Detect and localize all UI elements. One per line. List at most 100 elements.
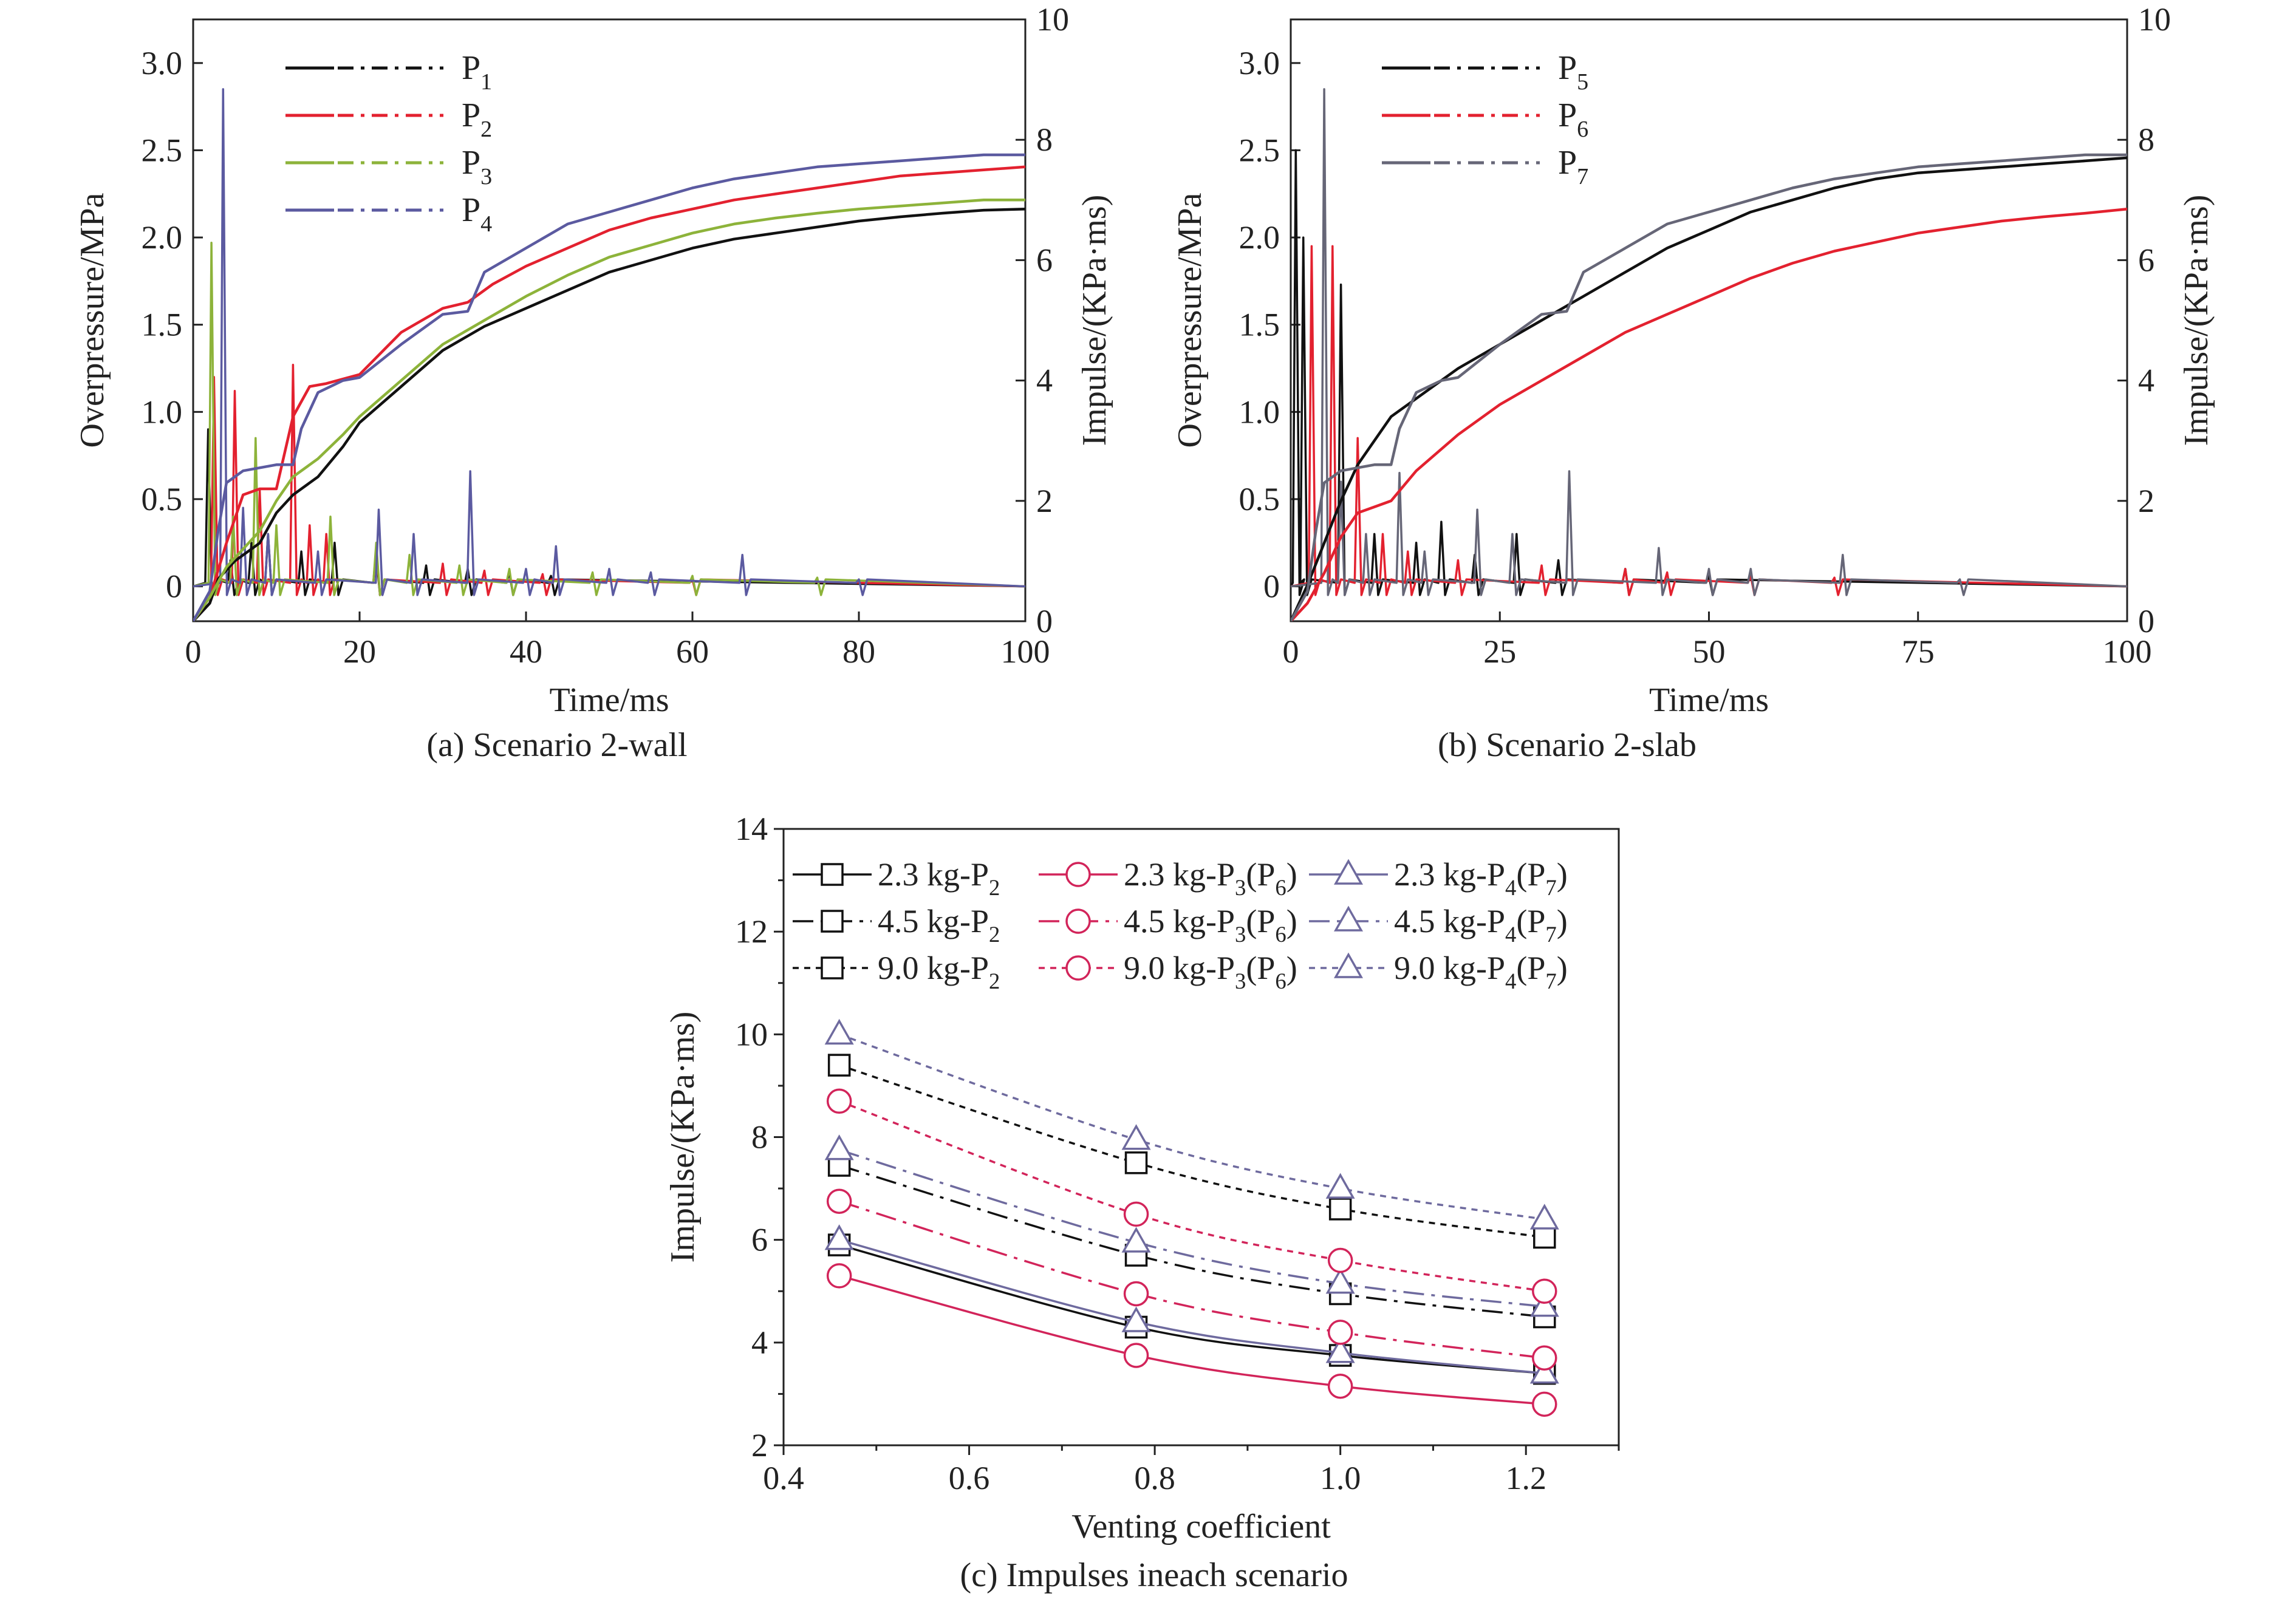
- legend-label-2: 2.3 kg-P4(P7): [1394, 856, 1568, 900]
- x-tick-label-a: 20: [343, 633, 376, 670]
- y2-tick-label-b: 4: [2138, 363, 2154, 399]
- overpressure-line-P7: [1291, 88, 2127, 596]
- y-tick-label-c: 12: [735, 913, 768, 950]
- y2-tick-label-a: 8: [1036, 121, 1053, 158]
- series-marker-5: [1121, 1227, 1151, 1253]
- y-axis-label-b: Overpressure/MPa: [1171, 193, 1209, 448]
- impulse-line-P2: [193, 165, 1025, 621]
- series-marker-5: [1325, 1268, 1355, 1294]
- y-tick-label-b: 2.5: [1239, 132, 1280, 168]
- y-axis-label-a: Overpressure/MPa: [73, 193, 111, 448]
- impulse-line-P1: [193, 207, 1025, 621]
- caption-a: (a) Scenario 2-wall: [426, 726, 688, 764]
- series-line-2: [839, 1239, 1545, 1375]
- series-marker-5: [1529, 1291, 1559, 1317]
- series-line-1: [839, 1275, 1545, 1406]
- series-marker-7: [826, 1088, 852, 1114]
- y-tick-label-c: 8: [751, 1119, 768, 1156]
- y-tick-label-c: 4: [751, 1324, 768, 1361]
- impulse-line-P5: [1291, 156, 2127, 621]
- x-tick-label-a: 0: [185, 633, 202, 670]
- legend-label-5: 4.5 kg-P4(P7): [1394, 903, 1568, 947]
- series-marker-6: [827, 1054, 851, 1077]
- legend-label-P6: P6: [1558, 97, 1588, 142]
- series-line-5: [839, 1148, 1545, 1308]
- y2-tick-label-b: 8: [2138, 121, 2154, 158]
- y2-tick-label-b: 2: [2138, 483, 2154, 519]
- y-tick-label-a: 0: [166, 568, 182, 605]
- x-tick-label-c: 1.2: [1505, 1460, 1546, 1496]
- legend-label-P7: P7: [1558, 144, 1588, 189]
- caption-b: (b) Scenario 2-slab: [1437, 726, 1697, 764]
- y-tick-label-a: 1.0: [142, 394, 183, 430]
- overpressure-line-P3: [193, 241, 1025, 596]
- y-tick-label-c: 6: [751, 1222, 768, 1258]
- legend-label-7: 9.0 kg-P3(P6): [1124, 950, 1297, 993]
- legend-label-P2: P2: [462, 97, 492, 142]
- legend-label-6: 9.0 kg-P2: [878, 950, 1000, 993]
- legend-marker-4: [1065, 908, 1091, 934]
- panel-b: 0 25 50 75 10000.51.01.52.02.53.00246810Time…: [1171, 1, 2215, 719]
- y-tick-label-a: 1.5: [142, 307, 183, 343]
- series-line-4: [839, 1200, 1545, 1359]
- y-tick-label-b: 1.5: [1239, 307, 1280, 343]
- series-marker-1: [826, 1263, 852, 1289]
- y2-axis-label-b: Impulse/(KPa·ms): [2178, 195, 2215, 446]
- series-marker-1: [1327, 1373, 1353, 1399]
- legend-label-P5: P5: [1558, 49, 1588, 95]
- legend-marker-0: [821, 863, 844, 886]
- legend-label-8: 9.0 kg-P4(P7): [1394, 950, 1568, 993]
- x-tick-label-a: 40: [510, 633, 542, 670]
- series-marker-5: [824, 1134, 854, 1160]
- legend-marker-8: [1333, 952, 1364, 978]
- x-tick-label-b: 100: [2103, 633, 2152, 670]
- legend-label-3: 4.5 kg-P2: [878, 903, 1000, 947]
- y2-tick-label-b: 10: [2138, 1, 2171, 38]
- series-marker-4: [1123, 1281, 1149, 1307]
- y-tick-label-a: 2.5: [142, 132, 183, 168]
- y2-tick-label-a: 6: [1036, 242, 1053, 278]
- series-line-3: [839, 1164, 1545, 1318]
- y-tick-label-c: 10: [735, 1016, 768, 1052]
- x-axis-label-b: Time/ms: [1649, 681, 1769, 719]
- series-marker-2: [1529, 1358, 1559, 1384]
- y-tick-label-c: 2: [751, 1427, 768, 1464]
- legend-label-P3: P3: [462, 144, 492, 189]
- impulse-line-P3: [193, 199, 1025, 621]
- x-tick-label-c: 0.8: [1134, 1460, 1175, 1496]
- x-tick-label-c: 1.0: [1320, 1460, 1361, 1496]
- y2-tick-label-b: 6: [2138, 242, 2154, 278]
- series-marker-2: [1121, 1306, 1151, 1332]
- x-tick-label-a: 80: [842, 633, 875, 670]
- legend-label-4: 4.5 kg-P3(P6): [1124, 903, 1297, 947]
- y-tick-label-b: 2.0: [1239, 219, 1280, 256]
- y2-tick-label-a: 4: [1036, 363, 1053, 399]
- overpressure-line-P5: [1291, 149, 2127, 596]
- x-tick-label-b: 50: [1693, 633, 1726, 670]
- y2-tick-label-a: 10: [1036, 1, 1069, 38]
- impulse-line-P4: [193, 153, 1025, 621]
- legend-label-P4: P4: [462, 191, 492, 237]
- series-marker-2: [824, 1224, 854, 1250]
- y2-tick-label-a: 2: [1036, 483, 1053, 519]
- series-marker-6: [1124, 1151, 1148, 1174]
- plot-frame-a: [192, 18, 1027, 622]
- impulse-line-P6: [1291, 207, 2127, 621]
- series-line-7: [839, 1100, 1545, 1293]
- x-tick-label-c: 0.4: [763, 1460, 804, 1496]
- y2-axis-label-a: Impulse/(KPa·ms): [1076, 195, 1113, 446]
- plot-area-a: [193, 88, 1025, 621]
- caption-c: (c) Impulses ineach scenario: [960, 1556, 1348, 1594]
- series-marker-7: [1532, 1278, 1557, 1304]
- panel-a: 0 20 40 60 80 10000.51.01.52.02.53.00246810Ti…: [73, 1, 1113, 719]
- impulse-line-P7: [1291, 153, 2127, 621]
- y-tick-label-b: 1.0: [1239, 394, 1280, 430]
- panel-c: 0.4 0.6 0.8 1.0 1.2 2 4 6 8 10 12 14 Venting coeffic…: [664, 811, 1620, 1545]
- series-marker-7: [1327, 1247, 1353, 1273]
- series-line-0: [839, 1244, 1545, 1375]
- y-tick-label-a: 0.5: [142, 481, 183, 517]
- legend-marker-5: [1333, 905, 1364, 932]
- series-marker-4: [1327, 1320, 1353, 1345]
- x-tick-label-c: 0.6: [949, 1460, 990, 1496]
